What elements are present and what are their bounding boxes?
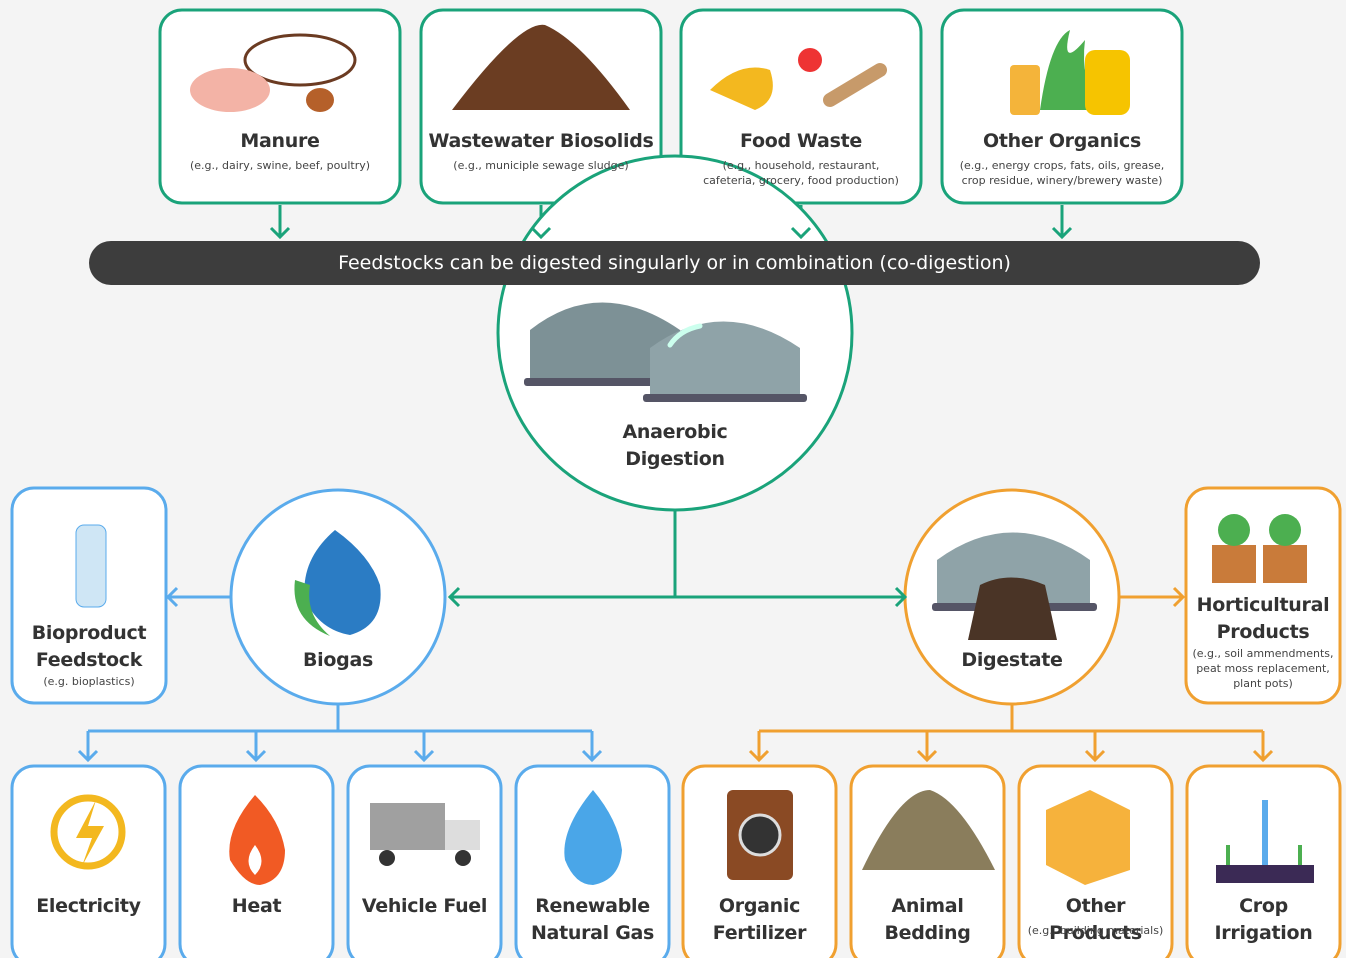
banner-text: Feedstocks can be digested singularly or…: [89, 241, 1260, 285]
use-title: Crop Irrigation: [1189, 893, 1338, 947]
use-title: Animal Bedding: [853, 893, 1002, 947]
feedstock-title: Wastewater Biosolids: [426, 128, 656, 155]
side-title: Bioproduct Feedstock: [14, 620, 164, 674]
feedstock-title: Other Organics: [947, 128, 1177, 155]
feedstock-title: Manure: [165, 128, 395, 155]
feedstock-note: (e.g., energy crops, fats, oils, grease,…: [957, 158, 1167, 188]
card: [348, 766, 501, 958]
use-title: Vehicle Fuel: [350, 893, 499, 920]
use-note: (e.g., building materials): [1021, 923, 1170, 938]
use-title: Renewable Natural Gas: [518, 893, 667, 947]
side-note: (e.g. bioplastics): [17, 674, 161, 689]
hub-label: Digestate: [932, 647, 1092, 674]
use-title: Heat: [182, 893, 331, 920]
use-title: Electricity: [14, 893, 163, 920]
side-note: (e.g., soil ammendments, peat moss repla…: [1191, 646, 1335, 691]
diagram: Manure (e.g., dairy, swine, beef, poultry…: [0, 0, 1346, 958]
feedstock-note: (e.g., municiple sewage sludge): [436, 158, 646, 173]
feedstock-note: (e.g., household, restaurant, cafeteria,…: [696, 158, 906, 188]
use-title: Organic Fertilizer: [685, 893, 834, 947]
feedstock-note: (e.g., dairy, swine, beef, poultry): [175, 158, 385, 173]
digestion-label: Anaerobic Digestion: [575, 419, 775, 473]
feedstock-title: Food Waste: [686, 128, 916, 155]
use-title: Other Products: [1021, 893, 1170, 947]
side-title: Horticultural Products: [1188, 592, 1338, 646]
hub-label: Biogas: [258, 647, 418, 674]
